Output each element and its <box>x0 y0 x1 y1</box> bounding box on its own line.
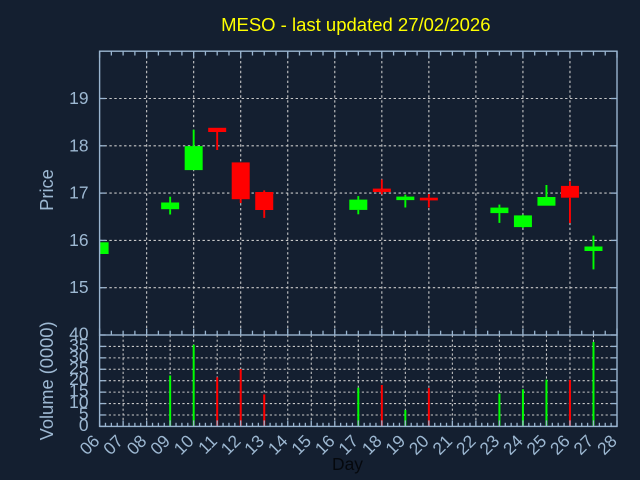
svg-text:16: 16 <box>69 230 88 250</box>
svg-text:0: 0 <box>79 415 89 435</box>
svg-text:Volume (0000): Volume (0000) <box>36 321 57 440</box>
svg-text:15: 15 <box>69 381 88 401</box>
svg-text:18: 18 <box>69 135 88 155</box>
svg-text:5: 5 <box>79 403 89 423</box>
svg-text:40: 40 <box>69 324 88 344</box>
svg-text:19: 19 <box>69 88 88 108</box>
svg-text:25: 25 <box>69 358 88 378</box>
svg-text:20: 20 <box>69 369 88 389</box>
svg-text:35: 35 <box>69 335 88 355</box>
svg-text:Day: Day <box>332 454 363 474</box>
svg-text:30: 30 <box>69 346 88 366</box>
svg-text:15: 15 <box>69 277 88 297</box>
svg-text:MESO - last updated 27/02/2026: MESO - last updated 27/02/2026 <box>221 14 490 35</box>
svg-text:Price: Price <box>36 169 57 211</box>
svg-text:17: 17 <box>69 183 88 203</box>
svg-text:10: 10 <box>69 392 88 412</box>
